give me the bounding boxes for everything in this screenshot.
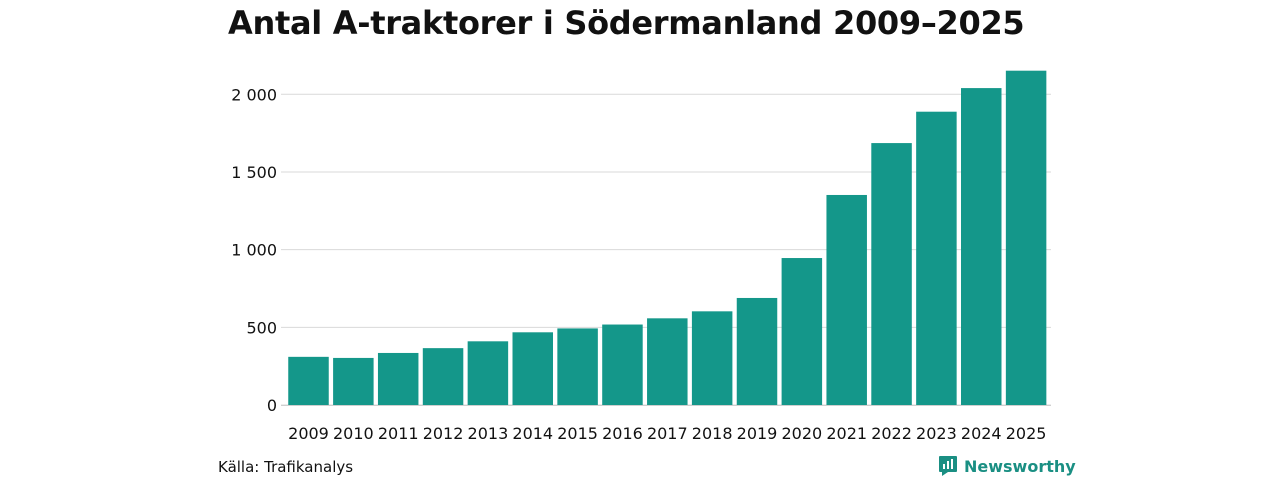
bar-2025 bbox=[1005, 70, 1047, 405]
y-tick-label: 1 500 bbox=[231, 163, 277, 182]
bar-2013 bbox=[467, 341, 509, 405]
x-tick-label: 2010 bbox=[333, 424, 374, 443]
bar-2024 bbox=[961, 88, 1002, 405]
y-axis: 0 500 1 000 1 500 2 000 bbox=[231, 85, 277, 415]
x-tick-label: 2009 bbox=[288, 424, 329, 443]
x-tick-label: 2011 bbox=[378, 424, 419, 443]
bar-2021 bbox=[826, 194, 867, 405]
x-tick-label: 2017 bbox=[647, 424, 688, 443]
x-tick-label: 2022 bbox=[871, 424, 912, 443]
bar-2023 bbox=[916, 111, 957, 406]
bar-2020 bbox=[781, 258, 823, 405]
bar-2009 bbox=[288, 356, 329, 405]
x-tick-label: 2016 bbox=[602, 424, 643, 443]
chart-title: Antal A-traktorer i Södermanland 2009–20… bbox=[228, 4, 1025, 42]
bar-2017 bbox=[647, 318, 688, 405]
newsworthy-icon bbox=[939, 456, 957, 476]
x-tick-label: 2023 bbox=[916, 424, 957, 443]
y-tick-label: 0 bbox=[267, 396, 277, 415]
brand-name: Newsworthy bbox=[964, 456, 1076, 476]
bar-2010 bbox=[333, 357, 374, 405]
x-tick-label: 2012 bbox=[423, 424, 464, 443]
bar-2019 bbox=[736, 297, 778, 405]
y-tick-label: 500 bbox=[246, 318, 277, 337]
bar-2012 bbox=[422, 348, 464, 405]
bars bbox=[288, 70, 1047, 406]
x-tick-label: 2018 bbox=[692, 424, 733, 443]
bar-2018 bbox=[691, 311, 733, 405]
bar-2016 bbox=[602, 324, 643, 405]
bar-2011 bbox=[377, 352, 419, 405]
x-tick-label: 2014 bbox=[512, 424, 553, 443]
y-tick-label: 2 000 bbox=[231, 85, 277, 104]
x-tick-label: 2013 bbox=[468, 424, 509, 443]
bar-2015 bbox=[557, 328, 598, 405]
x-tick-label: 2025 bbox=[1006, 424, 1047, 443]
x-tick-label: 2019 bbox=[737, 424, 778, 443]
x-tick-label: 2015 bbox=[557, 424, 598, 443]
source-note: Källa: Trafikanalys bbox=[218, 458, 354, 476]
x-axis: 2009 2010 2011 2012 2013 2014 2015 2016 2017 2018… bbox=[281, 405, 1051, 443]
newsworthy-logo: Newsworthy bbox=[938, 455, 1076, 477]
x-tick-label: 2021 bbox=[826, 424, 867, 443]
x-tick-label: 2024 bbox=[961, 424, 1002, 443]
x-tick-label: 2020 bbox=[781, 424, 822, 443]
bar-2014 bbox=[512, 332, 553, 405]
y-tick-label: 1 000 bbox=[231, 241, 277, 260]
bar-2022 bbox=[871, 143, 912, 406]
